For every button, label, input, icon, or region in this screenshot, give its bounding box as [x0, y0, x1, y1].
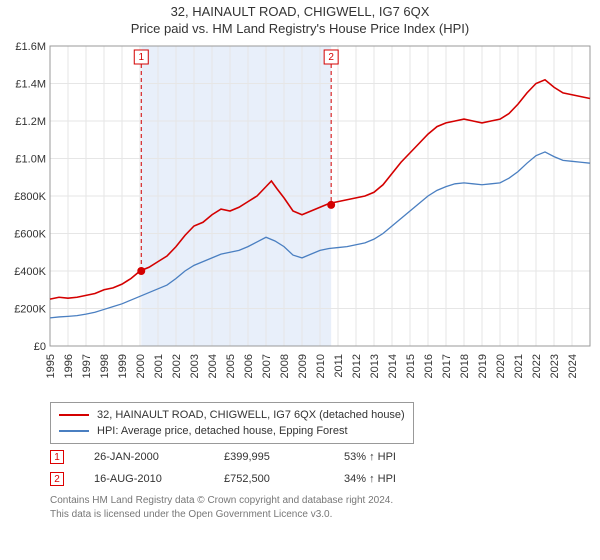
- svg-text:£800K: £800K: [14, 191, 46, 203]
- svg-text:2015: 2015: [405, 354, 417, 378]
- svg-text:£400K: £400K: [14, 266, 46, 278]
- transaction-date: 26-JAN-2000: [94, 451, 194, 463]
- transaction-price: £752,500: [224, 473, 314, 485]
- svg-text:2001: 2001: [153, 354, 165, 378]
- svg-text:£1.4M: £1.4M: [15, 79, 46, 91]
- transaction-row: 1 26-JAN-2000 £399,995 53% ↑ HPI: [50, 446, 434, 468]
- transaction-price: £399,995: [224, 451, 314, 463]
- svg-text:2006: 2006: [243, 354, 255, 378]
- svg-text:2018: 2018: [459, 354, 471, 378]
- svg-text:1: 1: [138, 52, 144, 63]
- svg-text:2016: 2016: [423, 354, 435, 378]
- title-subtitle: Price paid vs. HM Land Registry's House …: [0, 21, 600, 36]
- svg-text:2005: 2005: [225, 354, 237, 378]
- svg-text:2011: 2011: [333, 354, 345, 378]
- svg-text:1999: 1999: [117, 354, 129, 378]
- svg-text:2021: 2021: [513, 354, 525, 378]
- chart-container: 32, HAINAULT ROAD, CHIGWELL, IG7 6QX Pri…: [0, 0, 600, 560]
- svg-text:2002: 2002: [171, 354, 183, 378]
- svg-text:2009: 2009: [297, 354, 309, 378]
- transaction-row: 2 16-AUG-2010 £752,500 34% ↑ HPI: [50, 468, 434, 490]
- legend-row: 32, HAINAULT ROAD, CHIGWELL, IG7 6QX (de…: [59, 407, 405, 423]
- svg-text:2024: 2024: [567, 354, 579, 378]
- svg-text:£1.0M: £1.0M: [15, 154, 46, 166]
- svg-text:2: 2: [328, 52, 334, 63]
- transaction-pct: 34% ↑ HPI: [344, 473, 434, 485]
- transaction-marker-icon: 2: [50, 472, 64, 486]
- svg-text:£600K: £600K: [14, 229, 46, 241]
- title-address: 32, HAINAULT ROAD, CHIGWELL, IG7 6QX: [0, 4, 600, 19]
- svg-text:2019: 2019: [477, 354, 489, 378]
- transaction-pct: 53% ↑ HPI: [344, 451, 434, 463]
- chart-area: £0 £200K £400K £600K £800K £1.0M £1.2M £1.4M £1.…: [0, 40, 600, 400]
- svg-text:2023: 2023: [549, 354, 561, 378]
- footer-line: Contains HM Land Registry data © Crown c…: [50, 494, 393, 508]
- svg-text:£200K: £200K: [14, 304, 46, 316]
- footer: Contains HM Land Registry data © Crown c…: [50, 494, 393, 521]
- svg-text:1996: 1996: [63, 354, 75, 378]
- svg-text:2013: 2013: [369, 354, 381, 378]
- svg-text:£0: £0: [34, 341, 46, 353]
- legend-label: 32, HAINAULT ROAD, CHIGWELL, IG7 6QX (de…: [97, 409, 405, 421]
- svg-text:1995: 1995: [45, 354, 57, 378]
- legend-swatch: [59, 414, 89, 416]
- svg-text:2017: 2017: [441, 354, 453, 378]
- transactions-list: 1 26-JAN-2000 £399,995 53% ↑ HPI 2 16-AU…: [50, 446, 434, 490]
- svg-text:2014: 2014: [387, 354, 399, 378]
- svg-text:2020: 2020: [495, 354, 507, 378]
- legend-label: HPI: Average price, detached house, Eppi…: [97, 425, 348, 437]
- svg-text:2012: 2012: [351, 354, 363, 378]
- title-block: 32, HAINAULT ROAD, CHIGWELL, IG7 6QX Pri…: [0, 0, 600, 36]
- svg-text:2010: 2010: [315, 354, 327, 378]
- legend-row: HPI: Average price, detached house, Eppi…: [59, 423, 405, 439]
- legend-swatch: [59, 430, 89, 432]
- svg-text:£1.6M: £1.6M: [15, 41, 46, 53]
- svg-text:2022: 2022: [531, 354, 543, 378]
- svg-text:2003: 2003: [189, 354, 201, 378]
- legend: 32, HAINAULT ROAD, CHIGWELL, IG7 6QX (de…: [50, 402, 414, 444]
- svg-text:£1.2M: £1.2M: [15, 116, 46, 128]
- footer-line: This data is licensed under the Open Gov…: [50, 508, 393, 522]
- transaction-marker-icon: 1: [50, 450, 64, 464]
- svg-text:1997: 1997: [81, 354, 93, 378]
- svg-text:2008: 2008: [279, 354, 291, 378]
- svg-text:2004: 2004: [207, 354, 219, 378]
- svg-text:2007: 2007: [261, 354, 273, 378]
- transaction-date: 16-AUG-2010: [94, 473, 194, 485]
- svg-text:1998: 1998: [99, 354, 111, 378]
- svg-text:2000: 2000: [135, 354, 147, 378]
- chart-svg: £0 £200K £400K £600K £800K £1.0M £1.2M £1.4M £1.…: [0, 40, 600, 400]
